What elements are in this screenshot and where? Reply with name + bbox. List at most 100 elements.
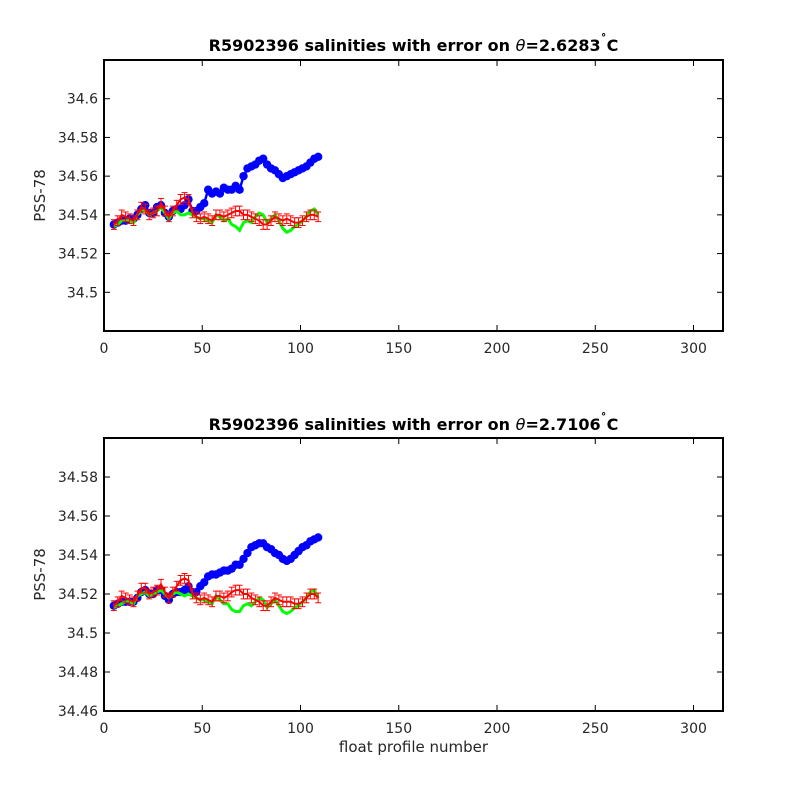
error-salinity-error-bar <box>220 211 227 223</box>
error-salinity-error-bar <box>185 574 192 586</box>
error-salinity-error-bar <box>303 592 310 604</box>
x-tick-label: 0 <box>100 721 109 737</box>
x-tick-label: 150 <box>385 341 412 357</box>
error-salinity-error-bar <box>275 213 282 225</box>
error-salinity-error-bar <box>138 201 145 213</box>
error-salinity-error-bar <box>126 594 133 606</box>
error-salinity-error-bar <box>271 592 278 604</box>
y-tick-label: 34.58 <box>58 130 98 146</box>
error-salinity-error-bar <box>287 596 294 608</box>
x-tick-label: 200 <box>484 341 511 357</box>
error-salinity-error-bar <box>122 592 129 604</box>
y-tick-label: 34.54 <box>58 548 98 564</box>
error-salinity-error-bar <box>197 213 204 225</box>
error-salinity-error-bar <box>311 588 318 600</box>
error-salinity-error-bar <box>130 215 137 227</box>
x-tick-label: 250 <box>582 721 609 737</box>
chart-title-bottom: R5902396 salinities with error on θ=2.71… <box>209 411 619 434</box>
x-tick-label: 200 <box>484 721 511 737</box>
y-tick-label: 34.58 <box>58 470 98 486</box>
axes-box-top <box>103 59 724 332</box>
calibrated-salinity-point <box>235 185 244 194</box>
error-salinity-error-bar <box>177 574 184 586</box>
error-salinity-error-bar <box>299 215 306 227</box>
error-salinity-error-bar <box>216 209 223 221</box>
x-tick-label: 300 <box>680 341 707 357</box>
y-tick-label: 34.48 <box>58 665 98 681</box>
error-salinity-error-bar <box>130 596 137 608</box>
error-salinity-error-bar <box>110 219 117 230</box>
x-tick-label: 100 <box>287 721 314 737</box>
plot-area-top <box>104 60 723 331</box>
x-tick-label: 50 <box>193 341 211 357</box>
error-salinity-error-bar <box>224 590 231 602</box>
error-salinity-error-bar <box>209 596 216 608</box>
plot-area-bottom <box>104 438 723 711</box>
error-salinity-error-bar <box>252 213 259 225</box>
error-salinity-error-bar <box>248 592 255 604</box>
error-salinity-error-bar <box>189 588 196 600</box>
y-tick-label: 34.52 <box>58 247 98 263</box>
error-salinity-error-bar <box>169 205 176 217</box>
y-tick-label: 34.5 <box>67 285 98 301</box>
y-tick-label: 34.6 <box>67 92 98 108</box>
error-salinity-error-bar <box>157 197 164 209</box>
error-salinity-error-bar <box>169 586 176 598</box>
error-salinity-error-bar <box>236 205 243 217</box>
error-salinity-error-bar <box>264 600 271 612</box>
salinity-panel-top: 0 50 100 150 200 250 300 34.5 34.52 34.54 34.56 34.… <box>31 32 724 357</box>
error-salinity-error-bar <box>126 213 133 225</box>
axes-box-bottom <box>103 437 724 712</box>
y-tick-label: 34.56 <box>58 509 98 525</box>
calibrated-salinity-point <box>239 171 248 181</box>
y-tick-label: 34.56 <box>58 169 98 185</box>
data-layer-top <box>109 152 323 235</box>
error-salinity-error-bar <box>161 586 168 598</box>
error-salinity-error-bar <box>315 211 322 223</box>
x-tick-label: 250 <box>582 341 609 357</box>
error-salinity-error-bar <box>134 209 141 221</box>
error-salinity-error-bar <box>256 215 263 227</box>
error-salinity-error-bar <box>154 584 161 596</box>
y-axis-label-bottom: PSS-78 <box>31 548 49 601</box>
error-salinity-error-bar <box>134 590 141 602</box>
error-salinity-error-bar <box>154 205 161 217</box>
error-salinity-error-bar <box>224 209 231 221</box>
error-salinity-error-bar <box>248 211 255 223</box>
error-salinity-error-bar <box>216 590 223 602</box>
error-salinity-error-bar <box>185 194 192 205</box>
error-salinity-error-bar <box>118 590 125 602</box>
error-salinity-error-bar <box>299 596 306 608</box>
x-tick-label: 300 <box>680 721 707 737</box>
y-tick-label: 34.46 <box>58 704 98 720</box>
y-tick-label: 34.54 <box>58 208 98 224</box>
error-salinity-error-bar <box>228 207 235 219</box>
y-tick-label: 34.52 <box>58 587 98 603</box>
calibrated-salinity-point <box>313 533 323 542</box>
error-salinity-error-bar <box>122 211 129 223</box>
error-salinity-error-bar <box>311 209 318 221</box>
error-salinity-error-bar <box>165 592 172 604</box>
error-salinity-error-bar <box>189 207 196 219</box>
salinity-panel-bottom: 0 50 100 150 200 250 300 34.46 34.48 34.5 34.52 34.… <box>31 411 724 756</box>
x-tick-label: 0 <box>100 341 109 357</box>
error-salinity-error-bar <box>236 584 243 596</box>
x-axis-label: float profile number <box>339 738 489 756</box>
error-salinity-error-bar <box>173 580 180 592</box>
error-salinity-error-bar <box>146 209 153 221</box>
error-salinity-error-bar <box>193 211 200 223</box>
error-salinity-error-bar <box>220 592 227 604</box>
error-salinity-error-bar <box>150 586 157 598</box>
x-tick-label: 150 <box>385 721 412 737</box>
x-tick-label: 50 <box>193 721 211 737</box>
error-salinity-error-bar <box>201 211 208 223</box>
error-salinity-error-bar <box>205 594 212 606</box>
error-salinity-error-bar <box>173 199 180 211</box>
ticks-top: 0 50 100 150 200 250 300 34.5 34.52 34.54 34.56 34.… <box>58 60 723 357</box>
error-salinity-error-bar <box>271 211 278 223</box>
error-salinity-error-bar <box>283 213 290 225</box>
error-salinity-error-bar <box>279 215 286 227</box>
error-salinity-error-bar <box>150 207 157 219</box>
error-salinity-error-bar <box>209 215 216 227</box>
